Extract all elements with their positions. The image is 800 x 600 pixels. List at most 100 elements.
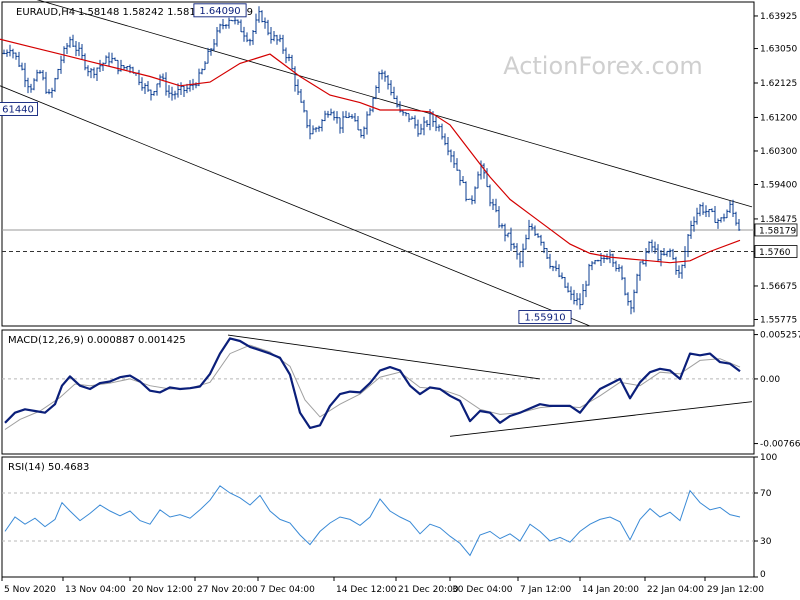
ohlc-bar: [560, 272, 564, 280]
ohlc-bar: [101, 62, 105, 72]
ohlc-bar: [425, 120, 429, 128]
ohlc-bar: [686, 234, 690, 258]
ohlc-bar: [695, 207, 699, 225]
time-tick-label: 29 Jan 12:00: [707, 585, 764, 595]
ohlc-bar: [71, 34, 75, 48]
ohlc-bar: [665, 250, 669, 257]
macd-title: MACD(12,26,9) 0.000887 0.001425: [8, 335, 186, 346]
price-tick-label: 1.63925: [760, 12, 797, 22]
rsi-tick-label: 100: [760, 453, 777, 463]
price-tick-label: 1.56675: [760, 282, 797, 292]
price-level-label: 1.58179: [759, 226, 796, 236]
ohlc-bar: [461, 176, 465, 184]
channel-line: [0, 85, 591, 327]
ohlc-bar: [398, 101, 402, 113]
ohlc-bar: [593, 260, 597, 265]
ohlc-bar: [443, 133, 447, 146]
time-tick-label: 13 Nov 04:00: [65, 585, 126, 595]
ohlc-bar: [623, 277, 627, 296]
ohlc-bar: [608, 249, 612, 264]
ohlc-bar: [284, 47, 288, 64]
ohlc-bar: [170, 86, 174, 101]
price-level-tag: [754, 245, 798, 258]
ohlc-bar: [158, 74, 162, 88]
ohlc-bar: [329, 108, 333, 116]
time-tick-label: 5 Nov 2020: [4, 585, 56, 595]
ohlc-bar: [659, 249, 663, 267]
ohlc-bar: [701, 202, 705, 215]
ohlc-bar: [53, 77, 57, 92]
ohlc-bar: [737, 218, 741, 231]
ohlc-bar: [296, 79, 300, 96]
ohlc-bar: [554, 260, 558, 272]
ohlc-bar: [173, 90, 177, 100]
ohlc-bar: [629, 300, 633, 315]
ohlc-bar: [50, 87, 54, 98]
ohlc-bar: [281, 34, 285, 54]
ohlc-bar: [65, 43, 69, 55]
ohlc-bar: [668, 248, 672, 258]
ohlc-bar: [719, 217, 723, 223]
macd-tick-label: -0.007663: [760, 440, 800, 450]
ohlc-bar: [557, 264, 561, 278]
ma-line: [0, 38, 741, 264]
ohlc-bar: [5, 49, 9, 57]
ohlc-bar: [47, 89, 51, 95]
ohlc-bar: [32, 78, 36, 91]
rsi-title: RSI(14) 50.4683: [8, 462, 89, 473]
ohlc-bar: [614, 260, 618, 272]
time-tick-label: 22 Jan 04:00: [647, 585, 704, 595]
ohlc-bar: [539, 234, 543, 246]
ohlc-bar: [248, 38, 252, 46]
ohlc-bar: [260, 10, 264, 23]
ohlc-bar: [122, 65, 126, 70]
ohlc-bar: [332, 110, 336, 121]
ohlc-bar: [407, 113, 411, 123]
ohlc-bar: [437, 124, 441, 132]
ohlc-bar: [680, 264, 684, 279]
ohlc-bar: [86, 65, 90, 77]
macd-tick-label: 0.005257: [760, 331, 800, 341]
ohlc-bar: [11, 48, 15, 59]
price-tick-label: 1.62125: [760, 79, 797, 89]
ohlc-bar: [221, 19, 225, 30]
ohlc-bar: [551, 265, 555, 272]
ohlc-bar: [590, 261, 594, 271]
ohlc-bar: [494, 198, 498, 213]
ohlc-bar: [2, 49, 6, 55]
price-panel: ActionForex.com EURAUD,H4 1.58148 1.5824…: [0, 0, 798, 327]
ohlc-bar: [230, 19, 234, 22]
ohlc-bar: [386, 75, 390, 90]
ohlc-bar: [455, 158, 459, 171]
ohlc-bar: [68, 36, 72, 48]
ohlc-bar: [326, 110, 330, 118]
ohlc-bar: [233, 17, 237, 25]
ohlc-bar: [638, 261, 642, 281]
ohlc-bar: [488, 184, 492, 207]
ohlc-bar: [182, 85, 186, 97]
time-tick-label: 27 Nov 20:00: [197, 585, 258, 595]
ohlc-bar: [236, 19, 240, 25]
ohlc-bar: [374, 85, 378, 100]
price-annotation-label: 61440: [2, 105, 34, 116]
time-tick-label: 7 Jan 12:00: [520, 585, 572, 595]
ohlc-bar: [524, 234, 528, 250]
price-tick-label: 1.63050: [760, 45, 797, 55]
ohlc-bar: [299, 89, 303, 103]
ohlc-bar: [335, 111, 339, 124]
price-tick-label: 1.59400: [760, 180, 797, 190]
ohlc-bar: [572, 289, 576, 305]
ohlc-bar: [77, 42, 81, 57]
price-tick-label: 1.60300: [760, 147, 797, 157]
ohlc-bar: [482, 163, 486, 179]
ohlc-bar: [353, 112, 357, 122]
ohlc-bar: [563, 276, 567, 288]
macd-line: [4, 337, 741, 429]
ohlc-bar: [458, 169, 462, 186]
ohlc-bar: [17, 51, 21, 67]
ohlc-bar: [527, 219, 531, 240]
ohlc-bar: [584, 280, 588, 298]
ohlc-bar: [113, 57, 117, 61]
ohlc-bar: [509, 227, 513, 251]
ohlc-bar: [650, 239, 654, 253]
